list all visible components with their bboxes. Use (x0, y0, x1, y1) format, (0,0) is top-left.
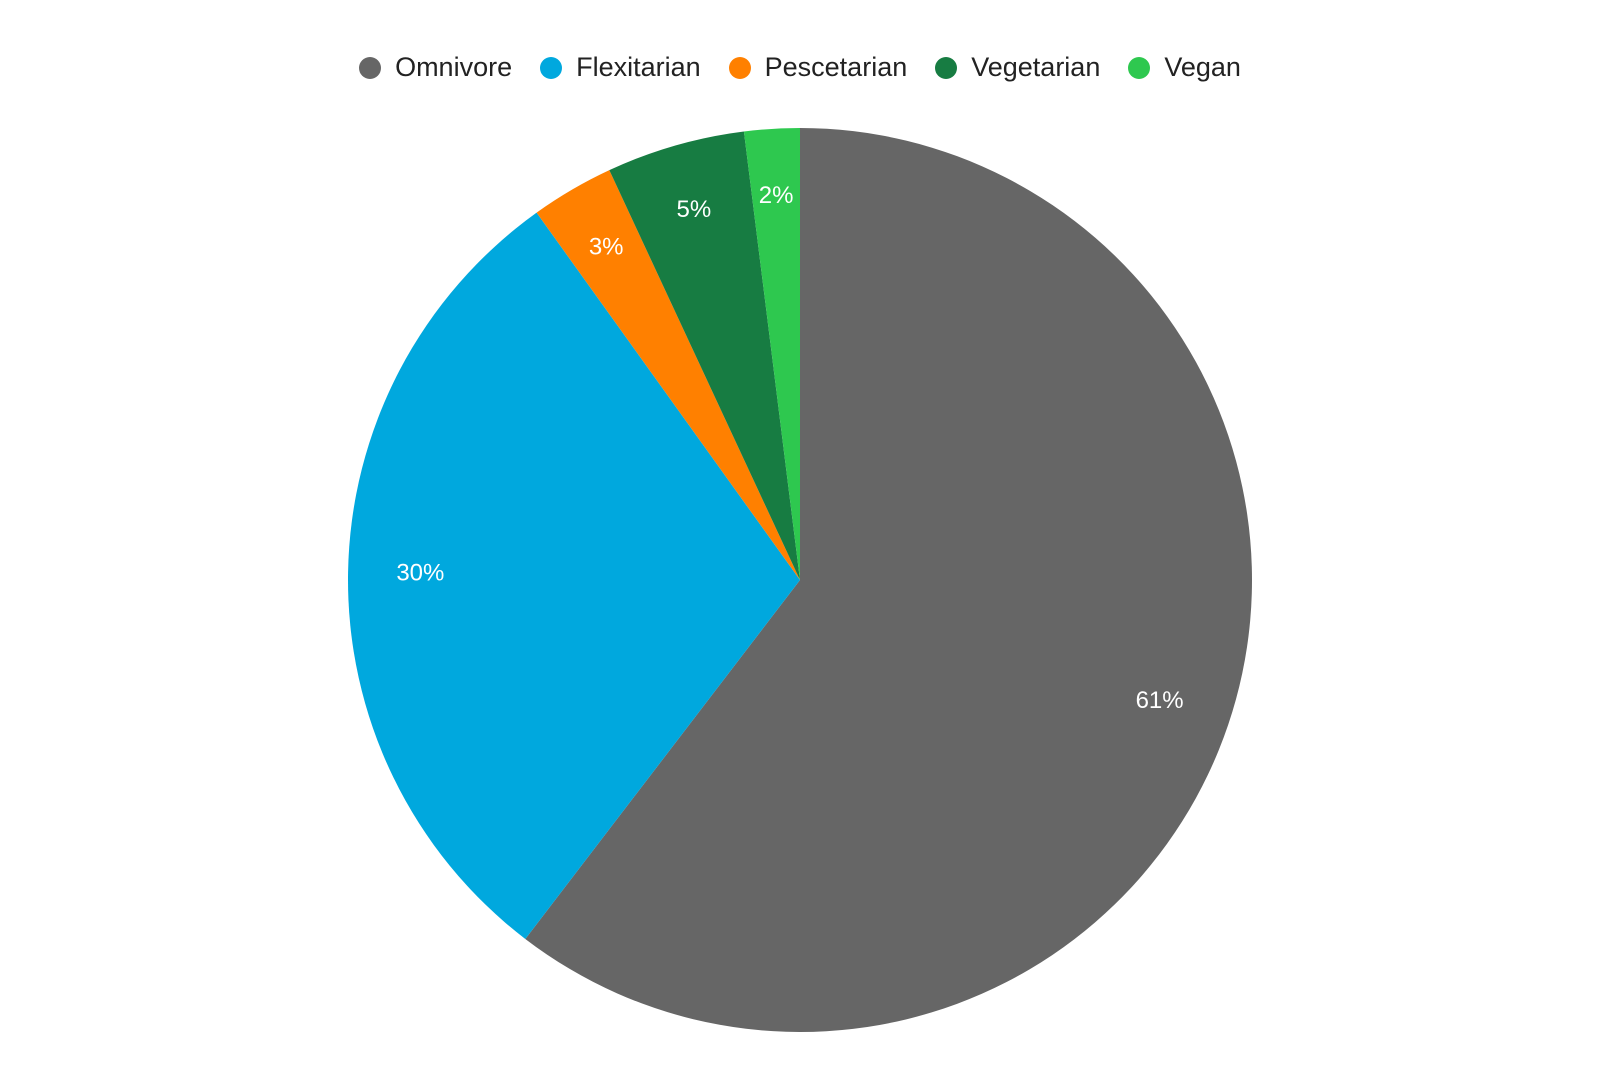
legend-item-pescetarian: Pescetarian (728, 52, 908, 83)
legend-item-omnivore: Omnivore (359, 52, 512, 83)
legend-swatch-vegan (1128, 56, 1151, 79)
pie-slice-vegetarian (609, 131, 800, 580)
slice-label-flexitarian: 30% (396, 559, 444, 586)
pie-slice-flexitarian (348, 212, 800, 939)
slice-label-vegetarian: 5% (677, 196, 712, 223)
legend-label-omnivore: Omnivore (395, 52, 513, 82)
pie-slice-omnivore (525, 128, 1252, 1032)
legend-swatch-vegetarian (935, 56, 958, 79)
slice-label-omnivore: 61% (1136, 687, 1184, 714)
pie-slice-pescetarian (536, 170, 800, 580)
chart-legend: Omnivore Flexitarian Pescetarian Vegetarian… (0, 52, 1600, 83)
legend-swatch-flexitarian (540, 56, 563, 79)
legend-item-vegetarian: Vegetarian (935, 52, 1100, 83)
legend-item-vegan: Vegan (1128, 52, 1241, 83)
legend-swatch-omnivore (359, 56, 382, 79)
legend-label-vegetarian: Vegetarian (971, 52, 1101, 82)
legend-label-vegan: Vegan (1164, 52, 1241, 82)
slice-label-vegan: 2% (759, 182, 794, 209)
legend-swatch-pescetarian (728, 56, 751, 79)
slice-label-pescetarian: 3% (589, 234, 624, 261)
pie-slice-vegan (743, 128, 800, 580)
legend-item-flexitarian: Flexitarian (540, 52, 701, 83)
legend-label-flexitarian: Flexitarian (576, 52, 701, 82)
legend-label-pescetarian: Pescetarian (764, 52, 908, 82)
